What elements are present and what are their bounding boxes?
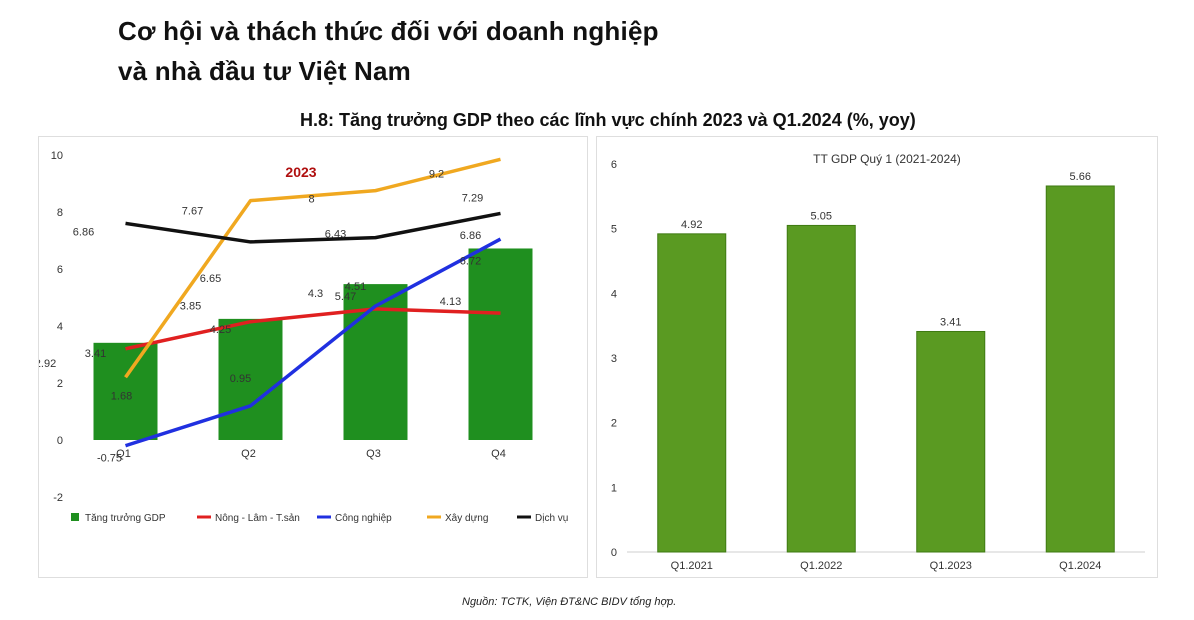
page-title-line-1: Cơ hội và thách thức đối với doanh nghiệ…	[118, 16, 659, 46]
legend-swatch	[71, 513, 79, 521]
y-tick-label: 8	[57, 207, 63, 219]
series-line	[125, 211, 501, 244]
bar-q1-gdp	[657, 233, 727, 553]
data-label: 7.29	[462, 192, 483, 204]
data-label: 5.05	[811, 210, 832, 222]
x-tick-label: Q1.2024	[1059, 560, 1101, 572]
bar-q1-gdp	[786, 224, 856, 553]
y-tick-label: 1	[611, 482, 617, 494]
x-tick-label: Q1.2022	[800, 560, 842, 572]
data-label: 7.67	[182, 206, 203, 218]
legend-label: Nông - Lâm - T.sản	[215, 513, 300, 524]
data-label: 4.51	[345, 281, 366, 293]
data-label: 1.68	[111, 390, 132, 402]
data-label: 6.72	[460, 255, 481, 267]
data-label: 6.43	[325, 229, 346, 241]
source-note: Nguồn: TCTK, Viện ĐT&NC BIDV tổng hợp.	[462, 596, 677, 608]
data-label: 4.92	[681, 219, 702, 231]
series-line	[125, 307, 501, 351]
y-tick-label: 5	[611, 224, 617, 236]
data-label: 3.41	[85, 348, 106, 360]
y-tick-label: 2	[57, 378, 63, 390]
y-tick-label: 10	[51, 150, 63, 162]
figure-title: H.8: Tăng trưởng GDP theo các lĩnh vực c…	[300, 110, 916, 130]
data-label: 4.3	[308, 288, 323, 300]
bar-gdp-growth	[218, 318, 283, 440]
data-label: 8	[308, 194, 314, 206]
y-tick-label: 0	[611, 547, 617, 559]
y-tick-label: 6	[611, 159, 617, 171]
data-label: 6.86	[460, 230, 481, 242]
chart-panel-sectors-2023: -2 0 2 4 6 8 10 Q1 Q2 Q3 Q4 2023 3.41 4.25 5.47 6.72 2.9…	[35, 136, 588, 578]
data-label: 3.85	[180, 301, 201, 313]
chart-title: TT GDP Quý 1 (2021-2024)	[813, 152, 961, 166]
data-label: 6.86	[73, 226, 94, 238]
bar-q1-gdp	[916, 330, 986, 553]
y-tick-label: 2	[611, 418, 617, 430]
data-label: 5.66	[1070, 171, 1091, 183]
y-tick-label: -2	[53, 492, 63, 504]
series-line	[124, 237, 502, 448]
sector-growth-chart: -2 0 2 4 6 8 10 Q1 Q2 Q3 Q4 2023 3.41 4.25 5.47 6.72 2.9…	[35, 150, 569, 524]
chart-title: 2023	[285, 164, 316, 180]
data-label: -0.75	[97, 453, 122, 465]
legend-label: Tăng trưởng GDP	[85, 512, 166, 524]
legend-label: Dịch vụ	[535, 513, 568, 524]
series-line	[124, 157, 501, 379]
bar-gdp-growth	[468, 248, 533, 440]
x-tick-label: Q2	[241, 448, 256, 460]
x-tick-label: Q3	[366, 448, 381, 460]
page-title-line-2: và nhà đầu tư Việt Nam	[118, 56, 411, 86]
chart-panel-q1-gdp: 0 1 2 3 4 5 6 TT GDP Quý 1 (2021-2024) 4.92 Q1.20…	[596, 136, 1158, 578]
data-label: 2.92	[39, 358, 56, 370]
data-label: 0.95	[230, 373, 251, 385]
y-tick-label: 3	[611, 353, 617, 365]
data-label: 6.65	[200, 273, 221, 285]
data-label: 9.2	[429, 168, 444, 180]
data-label: 5.47	[335, 291, 356, 303]
legend-label: Công nghiệp	[335, 513, 392, 524]
data-label: 4.25	[210, 324, 231, 336]
legend-label: Xây dựng	[445, 513, 488, 524]
x-tick-label: Q1.2021	[671, 560, 713, 572]
x-tick-label: Q1.2023	[930, 560, 972, 572]
data-label: 4.13	[440, 296, 461, 308]
y-tick-label: 0	[57, 435, 63, 447]
y-tick-label: 4	[57, 321, 63, 333]
bar-gdp-growth	[93, 342, 158, 440]
x-tick-label: Q4	[491, 448, 506, 460]
q1-gdp-chart: 0 1 2 3 4 5 6 TT GDP Quý 1 (2021-2024) 4.92 Q1.20…	[611, 152, 1145, 572]
y-tick-label: 6	[57, 264, 63, 276]
data-label: 3.41	[940, 316, 961, 328]
y-tick-label: 4	[611, 288, 617, 300]
bar-q1-gdp	[1045, 185, 1115, 553]
x-tick-label: Q1	[116, 448, 131, 460]
